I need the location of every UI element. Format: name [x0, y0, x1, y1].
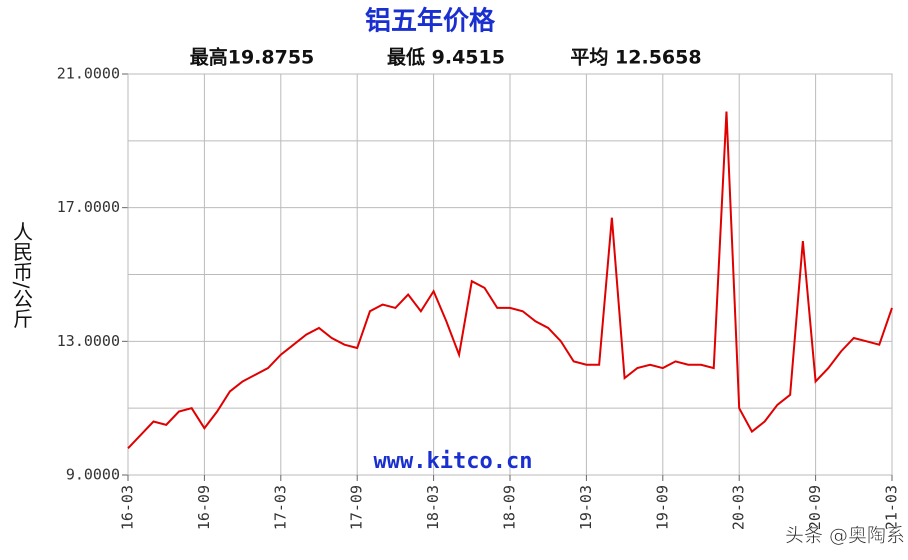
- x-tick-label: 16-09: [195, 485, 213, 530]
- watermark: www.kitco.cn: [374, 449, 533, 474]
- x-tick-label: 20-03: [730, 485, 748, 530]
- x-tick-label: 19-03: [577, 485, 595, 530]
- price-line: [127, 111, 893, 449]
- stat-max: 最高19.8755: [190, 46, 315, 69]
- x-tick-label: 16-03: [119, 485, 137, 530]
- y-tick-label: 9.0000: [66, 466, 120, 484]
- x-tick-label: 17-03: [271, 485, 289, 530]
- y-tick-label: 13.0000: [57, 332, 120, 350]
- stat-avg: 平均 12.5658: [570, 46, 701, 69]
- x-tick-label: 18-09: [501, 485, 519, 530]
- x-tick-label: 20-09: [806, 485, 824, 530]
- stat-min: 最低 9.4515: [387, 46, 505, 69]
- x-tick-label: 19-09: [653, 485, 671, 530]
- y-axis-label: 人民币/公斤: [10, 221, 34, 328]
- x-tick-label: 17-09: [348, 485, 366, 530]
- y-tick-label: 21.0000: [57, 65, 120, 83]
- x-tick-label: 21-03: [883, 485, 901, 530]
- watermark: 头条 @奥陶系: [785, 525, 905, 547]
- chart-title: 铝五年价格: [365, 6, 496, 37]
- x-tick-label: 18-03: [424, 485, 442, 530]
- y-tick-label: 17.0000: [57, 198, 120, 216]
